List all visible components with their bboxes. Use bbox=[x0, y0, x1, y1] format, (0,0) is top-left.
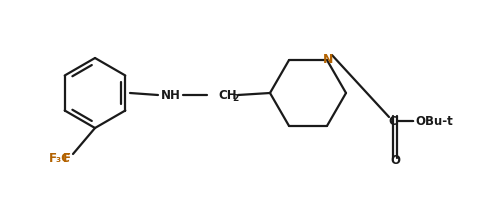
Text: C: C bbox=[389, 115, 397, 127]
Text: —: — bbox=[402, 115, 414, 127]
Text: F₃C: F₃C bbox=[49, 151, 71, 165]
Text: O: O bbox=[390, 154, 400, 168]
Text: N: N bbox=[323, 53, 333, 66]
Text: NH: NH bbox=[161, 88, 181, 101]
Text: F: F bbox=[63, 151, 71, 165]
Text: OBu-t: OBu-t bbox=[415, 115, 453, 127]
Text: CH: CH bbox=[218, 88, 236, 101]
Text: 2: 2 bbox=[232, 93, 238, 103]
